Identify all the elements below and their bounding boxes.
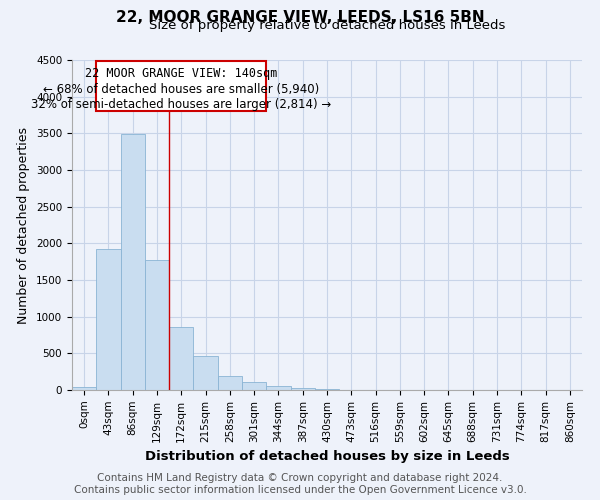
X-axis label: Distribution of detached houses by size in Leeds: Distribution of detached houses by size … <box>145 450 509 463</box>
Bar <box>218 376 242 390</box>
FancyBboxPatch shape <box>96 62 266 112</box>
Bar <box>266 386 290 390</box>
Bar <box>121 134 145 390</box>
Bar <box>169 327 193 390</box>
Y-axis label: Number of detached properties: Number of detached properties <box>17 126 31 324</box>
Bar <box>145 260 169 390</box>
Text: 32% of semi-detached houses are larger (2,814) →: 32% of semi-detached houses are larger (… <box>31 98 331 111</box>
Title: Size of property relative to detached houses in Leeds: Size of property relative to detached ho… <box>149 20 505 32</box>
Bar <box>242 382 266 390</box>
Bar <box>315 389 339 390</box>
Bar <box>72 388 96 390</box>
Text: Contains HM Land Registry data © Crown copyright and database right 2024.
Contai: Contains HM Land Registry data © Crown c… <box>74 474 526 495</box>
Text: 22, MOOR GRANGE VIEW, LEEDS, LS16 5BN: 22, MOOR GRANGE VIEW, LEEDS, LS16 5BN <box>116 10 484 25</box>
Bar <box>96 249 121 390</box>
Text: ← 68% of detached houses are smaller (5,940): ← 68% of detached houses are smaller (5,… <box>43 82 319 96</box>
Text: 22 MOOR GRANGE VIEW: 140sqm: 22 MOOR GRANGE VIEW: 140sqm <box>85 68 277 80</box>
Bar <box>193 356 218 390</box>
Bar <box>290 388 315 390</box>
